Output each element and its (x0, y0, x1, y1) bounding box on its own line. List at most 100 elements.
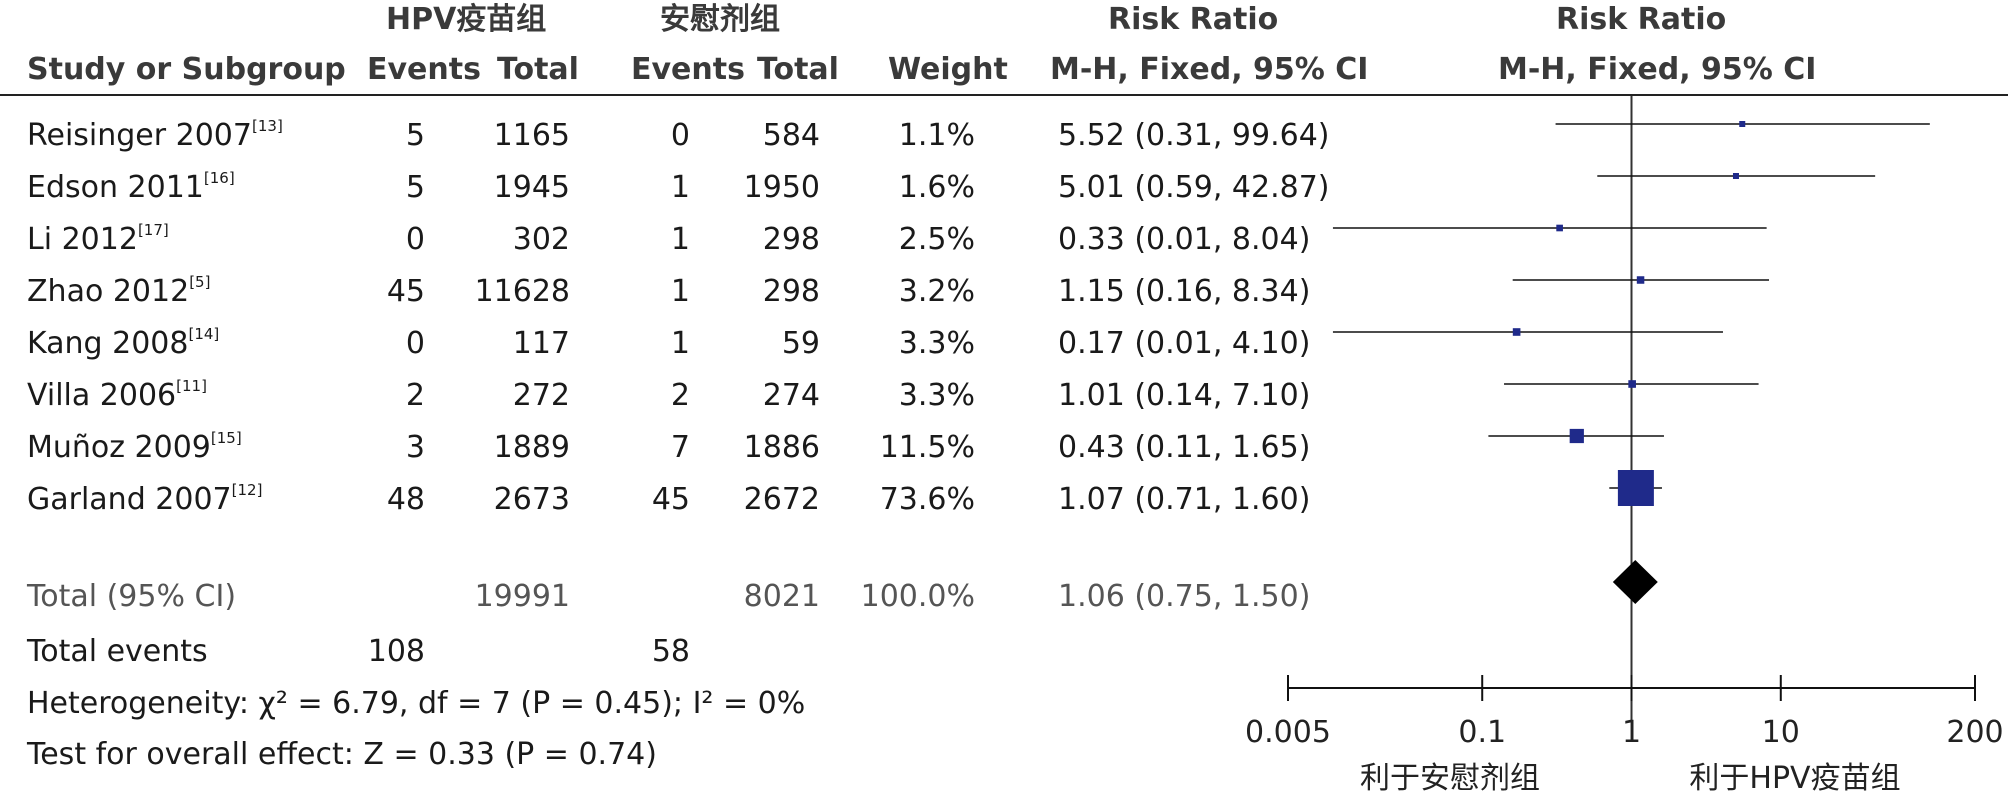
weight-cell: 3.2% (898, 274, 975, 309)
events2-header: Events (631, 52, 745, 87)
total2-cell: 1950 (743, 170, 820, 205)
study-reference: [17] (137, 221, 169, 239)
events2-cell: 1 (670, 274, 690, 309)
study-marker (1617, 470, 1654, 506)
study-marker (1628, 380, 1636, 388)
events2-cell: 1 (670, 326, 690, 361)
events2-cell: 7 (670, 430, 690, 465)
weight-cell: 1.1% (898, 118, 975, 153)
ci-cell: 5.01 (0.59, 42.87) (1058, 170, 1330, 205)
events1-header: Events (367, 52, 481, 87)
events2-cell: 2 (670, 378, 690, 413)
total-events-e1: 108 (367, 634, 425, 669)
x-tick-label: 200 (1946, 715, 2003, 750)
total1-cell: 302 (512, 222, 570, 257)
events1-cell: 0 (405, 326, 425, 361)
study-reference: [5] (189, 273, 211, 291)
total-weight: 100.0% (860, 579, 975, 614)
rr-plot-header: Risk Ratio (1556, 2, 1727, 37)
rr-header: Risk Ratio (1108, 2, 1279, 37)
total1-cell: 11628 (474, 274, 570, 309)
weight-cell: 73.6% (879, 482, 975, 517)
events1-cell: 3 (405, 430, 425, 465)
weight-cell: 1.6% (898, 170, 975, 205)
total-label: Total (95% CI) (27, 579, 237, 614)
total2-cell: 298 (762, 222, 820, 257)
favours-left-label: 利于安慰剂组 (1360, 761, 1540, 796)
overall-effect-text: Test for overall effect: Z = 0.33 (P = 0… (27, 737, 657, 772)
study-label: Zhao 2012 (27, 274, 190, 309)
study-name: Garland 2007[12] (27, 482, 262, 517)
total1-cell: 1889 (493, 430, 570, 465)
total2-cell: 59 (781, 326, 820, 361)
study-marker (1732, 173, 1739, 179)
total-events-label: Total events (27, 634, 208, 669)
events2-cell: 0 (670, 118, 690, 153)
weight-header: Weight (888, 52, 1008, 87)
total2-cell: 298 (762, 274, 820, 309)
weight-cell: 3.3% (898, 378, 975, 413)
total2-cell: 274 (762, 378, 820, 413)
ci-cell: 0.43 (0.11, 1.65) (1058, 430, 1311, 465)
total2-header: Total (757, 52, 839, 87)
events1-cell: 5 (405, 170, 425, 205)
events1-cell: 45 (386, 274, 425, 309)
events2-cell: 45 (651, 482, 690, 517)
plot-method-header: M-H, Fixed, 95% CI (1498, 52, 1817, 87)
study-name: Edson 2011[16] (27, 170, 235, 205)
weight-cell: 11.5% (879, 430, 975, 465)
heterogeneity-text: Heterogeneity: χ² = 6.79, df = 7 (P = 0.… (27, 686, 806, 721)
study-label: Muñoz 2009 (27, 430, 211, 465)
events2-cell: 1 (670, 222, 690, 257)
ci-cell: 5.52 (0.31, 99.64) (1058, 118, 1330, 153)
pooled-diamond (1612, 560, 1658, 604)
total1-cell: 117 (512, 326, 570, 361)
study-name: Kang 2008[14] (27, 326, 219, 361)
events1-cell: 48 (386, 482, 425, 517)
x-tick-label: 1 (1622, 715, 1641, 750)
ci-cell: 1.15 (0.16, 8.34) (1058, 274, 1311, 309)
study-reference: [14] (188, 325, 220, 343)
total2-cell: 1886 (743, 430, 820, 465)
study-marker (1636, 276, 1645, 284)
study-label: Kang 2008 (27, 326, 189, 361)
favours-right-label: 利于HPV疫苗组 (1689, 761, 1900, 796)
study-marker (1569, 428, 1584, 444)
ci-cell: 1.01 (0.14, 7.10) (1058, 378, 1311, 413)
study-label: Garland 2007 (27, 482, 232, 517)
total-events-e2: 58 (651, 634, 690, 669)
total-n1: 19991 (474, 579, 570, 614)
x-tick-label: 0.005 (1245, 715, 1331, 750)
total1-cell: 1945 (493, 170, 570, 205)
total2-cell: 2672 (743, 482, 820, 517)
study-name: Reisinger 2007[13] (27, 119, 283, 151)
events1-cell: 2 (405, 378, 425, 413)
total-n2: 8021 (743, 579, 820, 614)
study-name: Villa 2006[11] (27, 378, 207, 413)
study-name: Zhao 2012[5] (27, 274, 210, 309)
study-reference: [13] (252, 117, 283, 135)
total2-cell: 584 (762, 118, 820, 153)
total1-cell: 2673 (493, 482, 570, 517)
study-name: Li 2012[17] (27, 223, 169, 255)
study-label: Edson 2011 (27, 170, 204, 205)
ci-cell: 1.07 (0.71, 1.60) (1058, 482, 1311, 517)
group2-header: 安慰剂组 (660, 2, 780, 37)
study-label: Villa 2006 (27, 378, 177, 413)
study-column-header: Study or Subgroup (27, 52, 346, 87)
total1-header: Total (497, 52, 579, 87)
ci-cell: 0.17 (0.01, 4.10) (1058, 326, 1311, 361)
x-tick-label: 0.1 (1458, 715, 1506, 750)
events1-cell: 5 (405, 118, 425, 153)
study-reference: [11] (176, 377, 207, 395)
study-reference: [15] (210, 429, 242, 447)
study-marker (1739, 121, 1746, 127)
group1-header: HPV疫苗组 (386, 2, 547, 37)
total-ci: 1.06 (0.75, 1.50) (1058, 579, 1311, 614)
total1-cell: 1165 (493, 118, 570, 153)
ci-cell: 0.33 (0.01, 8.04) (1058, 222, 1311, 257)
weight-cell: 3.3% (898, 326, 975, 361)
events2-cell: 1 (670, 170, 690, 205)
study-marker (1556, 224, 1563, 232)
